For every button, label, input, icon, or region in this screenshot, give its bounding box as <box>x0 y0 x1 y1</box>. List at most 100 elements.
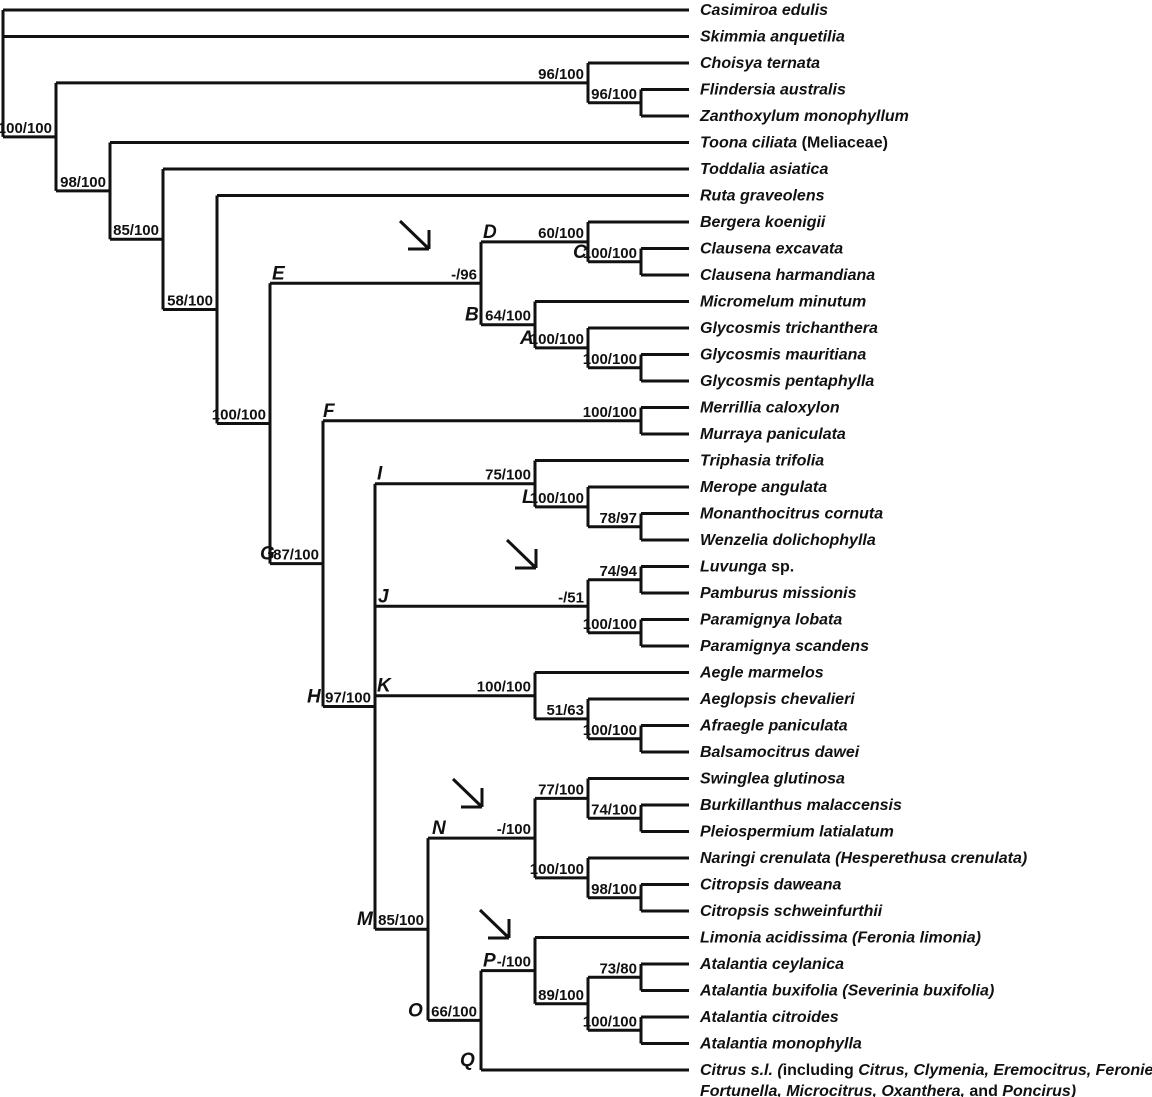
taxon-label: Skimmia anquetilia <box>700 28 845 45</box>
taxon-label: Atalantia buxifolia (Severinia buxifolia… <box>699 982 994 999</box>
support-value: 100/100 <box>212 406 266 423</box>
support-value: 98/100 <box>591 881 637 898</box>
taxon-label: Choisya ternata <box>700 55 820 72</box>
clade-letter: F <box>323 401 336 422</box>
taxon-label: Glycosmis trichanthera <box>700 320 878 337</box>
support-value: 100/100 <box>530 331 584 348</box>
support-value: 100/100 <box>583 1013 637 1030</box>
taxon-label: Casimiroa edulis <box>700 2 828 19</box>
clade-letter: P <box>483 951 496 972</box>
support-value: 60/100 <box>538 225 584 242</box>
taxon-label: Clausena excavata <box>700 240 843 257</box>
support-value: 100/100 <box>583 245 637 262</box>
support-value: 96/100 <box>538 66 584 83</box>
taxon-label: Atalantia ceylanica <box>699 956 844 973</box>
taxon-label: Murraya paniculata <box>700 426 846 443</box>
support-value: 74/94 <box>599 563 637 580</box>
taxon-label: Toona ciliata (Meliaceae) <box>700 134 888 151</box>
support-value: 75/100 <box>485 467 531 484</box>
taxon-label: Atalantia monophylla <box>699 1035 862 1052</box>
taxon-label: Zanthoxylum monophyllum <box>699 108 909 125</box>
clade-letter: J <box>378 586 389 607</box>
support-value: 100/100 <box>583 351 637 368</box>
support-value: 73/80 <box>599 960 637 977</box>
clade-letter: A <box>519 328 534 349</box>
support-value: 77/100 <box>538 781 584 798</box>
support-value: 64/100 <box>485 308 531 325</box>
taxon-label: Wenzelia dolichophylla <box>700 532 876 549</box>
taxon-label: Micromelum minutum <box>700 293 866 310</box>
taxon-label: Pleiospermium latialatum <box>700 823 894 840</box>
taxon-label: Limonia acidissima (Feronia limonia) <box>700 929 981 946</box>
support-value: 74/100 <box>591 801 637 818</box>
taxon-label: Monanthocitrus cornuta <box>700 505 883 522</box>
taxon-label: Clausena harmandiana <box>700 267 875 284</box>
taxon-label: Fortunella, Microcitrus, Oxanthera, and … <box>700 1083 1076 1097</box>
support-value: -/96 <box>451 266 477 283</box>
clade-letter: E <box>272 263 286 284</box>
taxon-label: Balsamocitrus dawei <box>700 744 860 761</box>
clade-letter: B <box>465 305 479 326</box>
clade-letter: M <box>357 909 374 930</box>
support-value: 78/97 <box>599 510 637 527</box>
arrow-icon <box>398 219 431 251</box>
support-value: -/51 <box>558 589 584 606</box>
clade-letter: L <box>522 487 534 508</box>
taxon-label: Aeglopsis chevalieri <box>699 691 855 708</box>
support-value: 100/100 <box>477 679 531 696</box>
taxon-label: Merrillia caloxylon <box>700 399 840 416</box>
support-value: 51/63 <box>546 702 584 719</box>
support-value: 66/100 <box>431 1003 477 1020</box>
support-value: 100/100 <box>530 861 584 878</box>
taxon-label: Glycosmis pentaphylla <box>700 373 874 390</box>
clade-letter: D <box>483 222 497 243</box>
clade-letter: N <box>432 818 447 839</box>
support-value: 97/100 <box>325 689 371 706</box>
taxon-label: Swinglea glutinosa <box>700 770 845 787</box>
support-value: 100/100 <box>583 404 637 421</box>
support-value: 58/100 <box>167 292 213 309</box>
taxon-label: Flindersia australis <box>700 81 846 98</box>
taxon-label: Triphasia trifolia <box>700 452 824 469</box>
support-value: -/100 <box>497 954 531 971</box>
taxon-label: Paramignya lobata <box>700 611 842 628</box>
taxon-label: Toddalia asiatica <box>700 161 828 178</box>
taxon-label: Aegle marmelos <box>699 664 824 681</box>
support-value: 100/100 <box>583 722 637 739</box>
support-value: 87/100 <box>273 547 319 564</box>
support-value: 100/100 <box>583 616 637 633</box>
taxon-label: Naringi crenulata (Hesperethusa crenulat… <box>700 850 1027 867</box>
support-value: 100/100 <box>530 490 584 507</box>
support-value: 85/100 <box>378 912 424 929</box>
taxon-label: Luvunga sp. <box>700 558 794 575</box>
taxon-label: Paramignya scandens <box>700 638 869 655</box>
clade-letter: O <box>408 1000 423 1021</box>
taxon-label: Citropsis schweinfurthii <box>700 903 883 920</box>
taxon-label: Afraegle paniculata <box>699 717 848 734</box>
arrow-icon <box>505 538 538 570</box>
support-value: 96/100 <box>591 86 637 103</box>
clade-letter: G <box>260 544 275 565</box>
arrow-icon <box>478 908 511 940</box>
support-value: -/100 <box>497 821 531 838</box>
support-value: 85/100 <box>113 222 159 239</box>
clade-letter: C <box>573 242 587 263</box>
clade-letter: H <box>307 686 322 707</box>
clade-letter: K <box>377 676 392 697</box>
taxon-label: Bergera koenigii <box>700 214 826 231</box>
clade-letter: I <box>377 464 383 485</box>
taxon-label: Atalantia citroides <box>699 1009 839 1026</box>
taxon-label: Ruta graveolens <box>700 187 825 204</box>
support-value: 98/100 <box>60 174 106 191</box>
taxon-label: Citrus s.l. (including Citrus, Clymenia,… <box>700 1062 1152 1079</box>
taxon-label: Citropsis daweana <box>700 876 841 893</box>
taxon-label: Pamburus missionis <box>700 585 857 602</box>
clade-letter: Q <box>460 1050 475 1071</box>
arrow-icon <box>451 777 484 809</box>
support-value: 89/100 <box>538 987 584 1004</box>
taxon-label: Glycosmis mauritiana <box>700 346 866 363</box>
support-value: 100/100 <box>0 120 52 137</box>
taxon-label: Merope angulata <box>700 479 827 496</box>
